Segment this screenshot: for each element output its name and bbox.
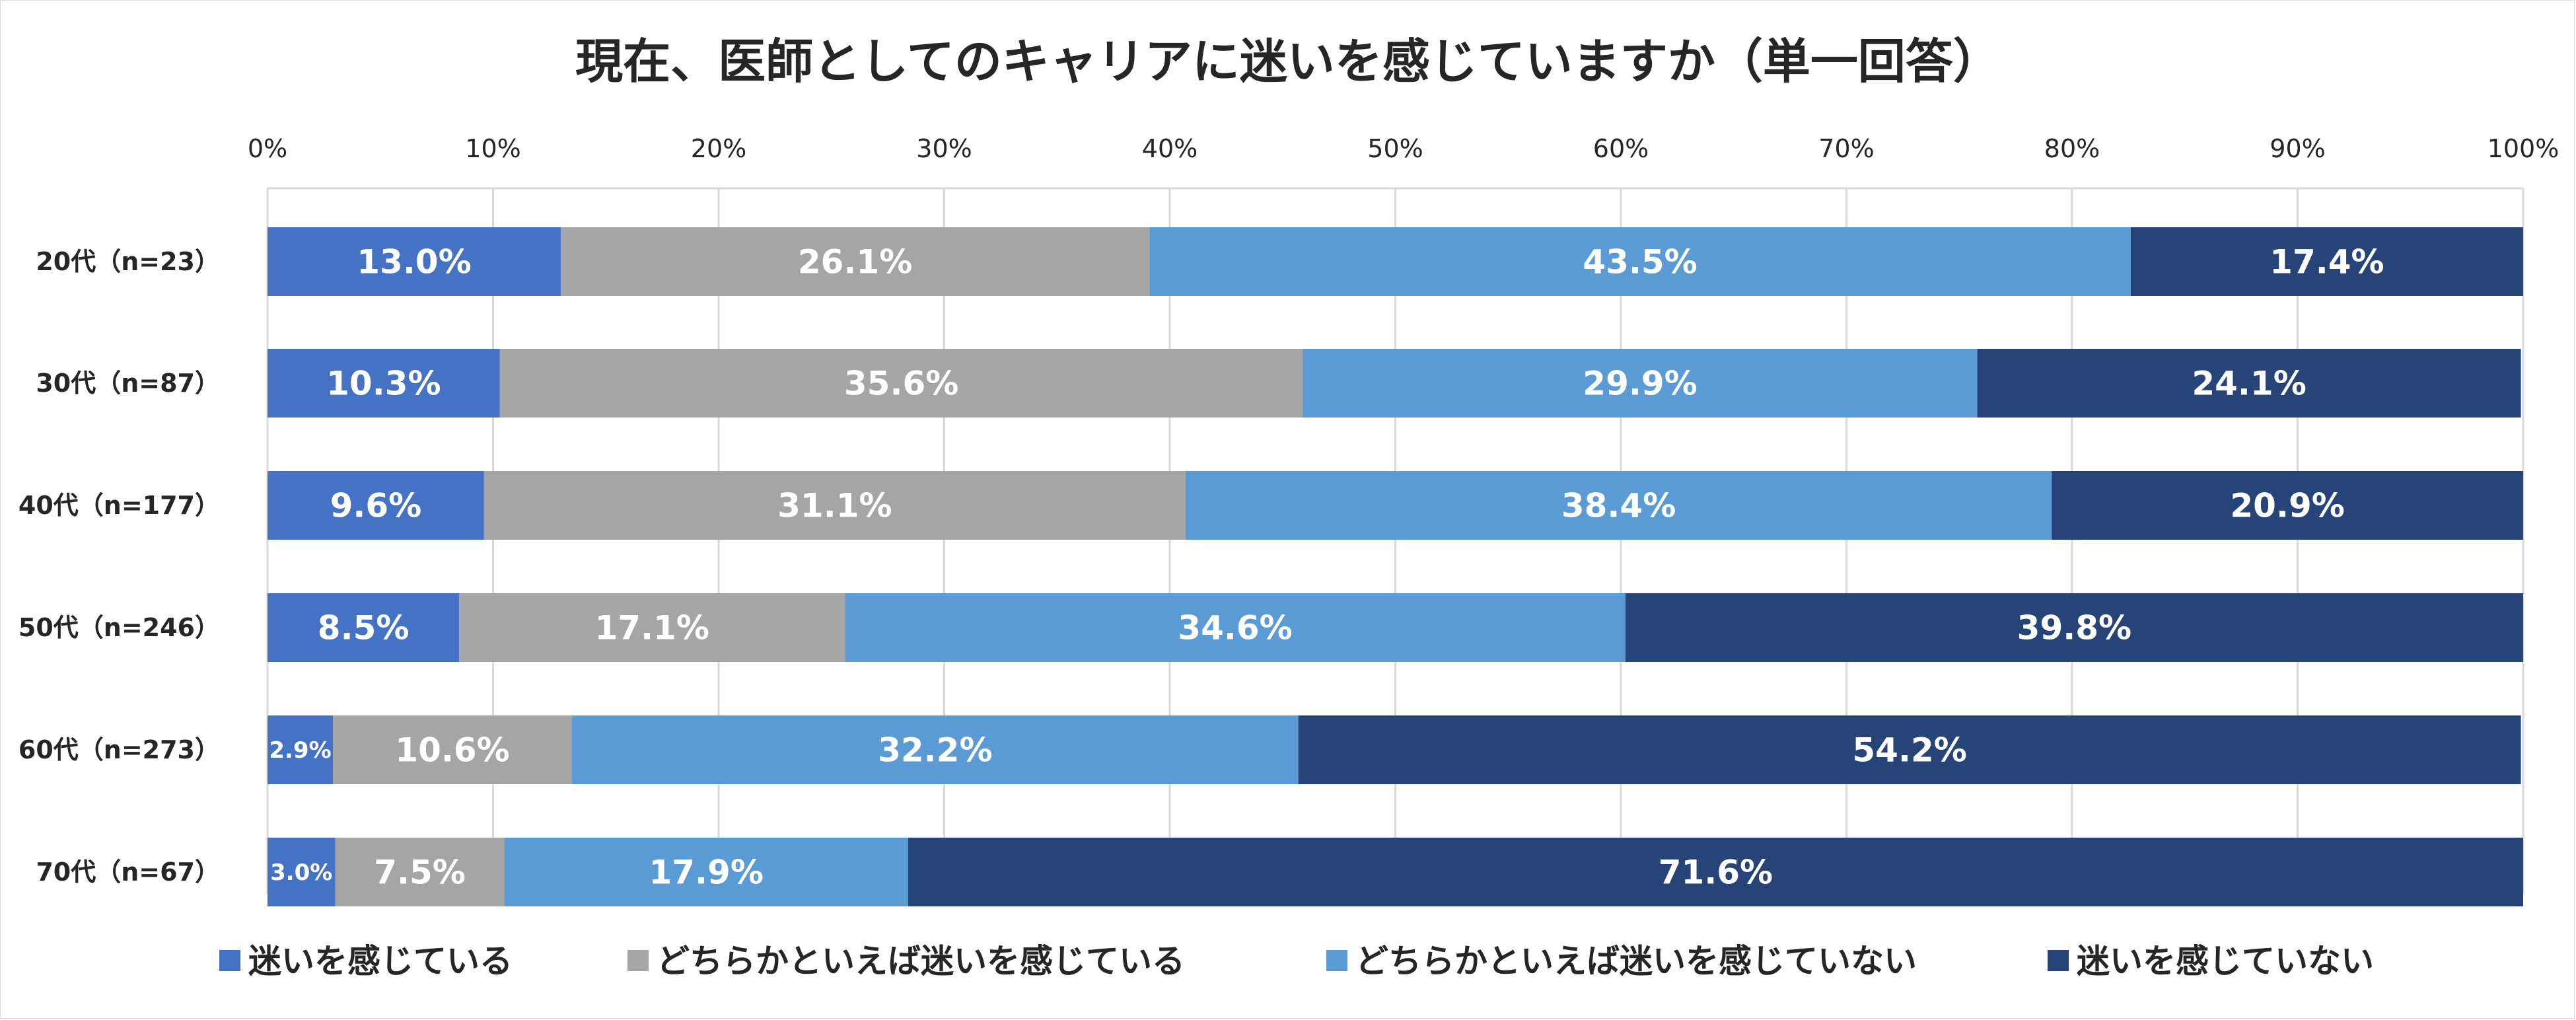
category-label: 60代（n=273） <box>18 735 220 764</box>
bar-segment <box>504 838 908 906</box>
bar-segment <box>459 593 845 662</box>
bar-segment <box>560 227 1150 296</box>
x-axis-ticks: 0% 10% 20% 30% 40% 50% 60% 70% 80% 90% 100% <box>248 134 2559 163</box>
data-label: 13.0% <box>357 243 471 281</box>
x-tick-label: 90% <box>2270 134 2325 163</box>
data-label: 34.6% <box>1178 609 1292 647</box>
bar-segment <box>908 838 2524 906</box>
legend-swatch <box>2048 950 2069 971</box>
x-tick-label: 50% <box>1367 134 1423 163</box>
x-tick-label: 30% <box>916 134 972 163</box>
y-axis-categories: 20代（n=23） 30代（n=87） 40代（n=177） 50代（n=246） 60… <box>18 247 220 887</box>
x-tick-label: 0% <box>248 134 287 163</box>
legend-swatch <box>627 950 649 971</box>
data-label: 26.1% <box>798 243 912 281</box>
category-label: 70代（n=67） <box>36 857 220 887</box>
bar-segment <box>845 593 1626 662</box>
bar-segment <box>335 838 505 906</box>
legend-label: 迷いを感じていない <box>2077 942 2374 980</box>
x-tick-label: 20% <box>691 134 746 163</box>
data-label: 17.4% <box>2270 243 2384 281</box>
data-label: 8.5% <box>318 609 410 647</box>
data-label: 2.9% <box>269 737 331 764</box>
legend-swatch <box>219 950 240 971</box>
category-label: 20代（n=23） <box>36 247 220 276</box>
x-tick-label: 80% <box>2044 134 2100 163</box>
data-labels: 13.0% 26.1% 43.5% 17.4% 10.3% 35.6% 29.9% 24.1%… <box>269 243 2384 892</box>
bar-segment <box>2052 471 2523 540</box>
legend-label: どちらかといえば迷いを感じていない <box>1355 942 1917 980</box>
x-tick-label: 40% <box>1142 134 1198 163</box>
data-label: 43.5% <box>1583 243 1697 281</box>
data-label: 9.6% <box>330 487 422 525</box>
data-label: 7.5% <box>374 854 466 892</box>
x-tick-label: 10% <box>465 134 520 163</box>
bar-segment <box>333 715 573 784</box>
bar-segment <box>268 349 500 418</box>
x-tick-label: 60% <box>1593 134 1649 163</box>
data-label: 39.8% <box>2017 609 2131 647</box>
chart-title: 現在、医師としてのキャリアに迷いを感じていますか（単一回答） <box>575 34 2001 89</box>
bars <box>268 227 2524 906</box>
data-label: 10.3% <box>326 365 441 403</box>
bar-segment <box>268 471 484 540</box>
legend-label: 迷いを感じている <box>248 942 513 980</box>
bar-segment <box>268 715 334 784</box>
bar-segment <box>1303 349 1978 418</box>
data-label: 38.4% <box>1561 487 1676 525</box>
data-label: 24.1% <box>2192 365 2306 403</box>
data-label: 35.6% <box>844 365 958 403</box>
bar-segment <box>499 349 1303 418</box>
bar-segment <box>268 838 336 906</box>
legend: 迷いを感じている どちらかといえば迷いを感じている どちらかといえば迷いを感じていな… <box>219 942 2374 980</box>
bar-segment <box>268 227 561 296</box>
bar-segment <box>483 471 1186 540</box>
legend-swatch <box>1326 950 1347 971</box>
data-label: 3.0% <box>270 859 332 886</box>
bar-segment <box>1625 593 2523 662</box>
data-label: 32.2% <box>878 731 992 770</box>
bar-segment <box>1185 471 2052 540</box>
data-label: 31.1% <box>777 487 892 525</box>
bar-segment <box>1298 715 2521 784</box>
bar-segment <box>2130 227 2523 296</box>
bar-segment <box>268 593 460 662</box>
data-label: 71.6% <box>1659 854 1773 892</box>
data-label: 17.1% <box>595 609 709 647</box>
bar-segment <box>572 715 1299 784</box>
data-label: 10.6% <box>395 731 509 770</box>
data-label: 17.9% <box>649 854 763 892</box>
x-tick-label: 100% <box>2487 134 2559 163</box>
data-label: 29.9% <box>1583 365 1697 403</box>
category-label: 30代（n=87） <box>36 369 220 398</box>
bar-segment <box>1149 227 2131 296</box>
x-tick-label: 70% <box>1818 134 1874 163</box>
bar-segment <box>1977 349 2521 418</box>
category-label: 40代（n=177） <box>18 491 220 520</box>
data-label: 20.9% <box>2230 487 2344 525</box>
legend-label: どちらかといえば迷いを感じている <box>657 942 1185 980</box>
category-label: 50代（n=246） <box>18 613 220 642</box>
data-label: 54.2% <box>1852 731 1966 770</box>
